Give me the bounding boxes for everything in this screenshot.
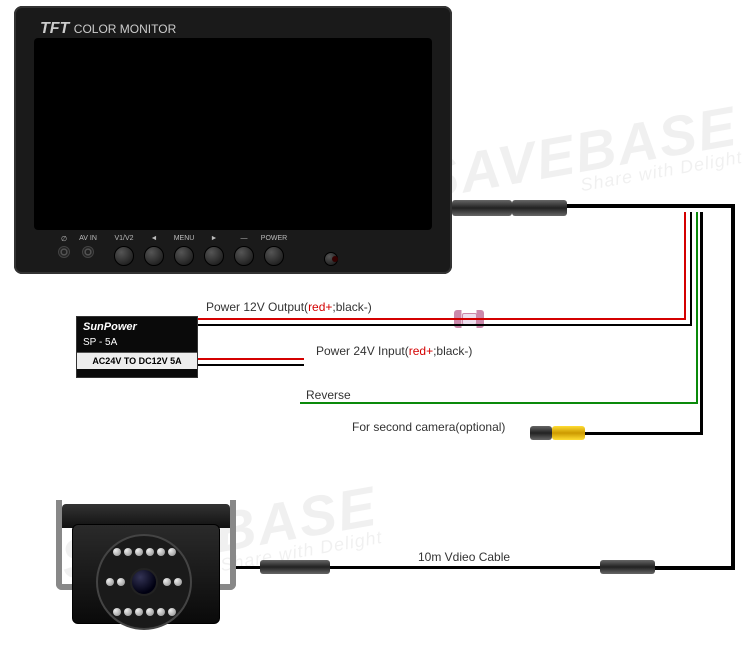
button-label: V1/V2 — [114, 235, 133, 242]
wire-segment — [690, 212, 692, 326]
converter-brand: SunPower — [77, 317, 197, 337]
ir-led — [163, 578, 171, 586]
ir-led — [168, 608, 176, 616]
camera-face — [96, 534, 192, 630]
ir-led — [135, 608, 143, 616]
wire-segment — [198, 318, 686, 320]
wire-segment — [731, 204, 735, 570]
ir-led — [157, 608, 165, 616]
button-label: ◄ — [151, 235, 158, 242]
rear-camera — [62, 480, 230, 630]
camera-lens — [130, 568, 158, 596]
wire-segment — [585, 432, 703, 435]
ir-led — [117, 578, 125, 586]
monitor-button: — — [234, 246, 254, 266]
av-jack: AV IN — [82, 246, 94, 258]
monitor-button: POWER — [264, 246, 284, 266]
monitor-screen — [34, 38, 432, 230]
monitor-button-row: V1/V2 ◄ MENU ► — POWER — [114, 246, 338, 266]
ir-led — [168, 548, 176, 556]
ir-led — [157, 548, 165, 556]
wire-segment — [696, 212, 698, 404]
label-video-cable: 10m Vdieo Cable — [418, 550, 510, 564]
button-label: — — [241, 235, 248, 242]
ir-led — [106, 578, 114, 586]
wire-segment — [684, 212, 686, 320]
ir-led — [113, 548, 121, 556]
jack-label: ∅ — [61, 235, 67, 243]
button-label: MENU — [174, 235, 195, 242]
ir-led — [146, 548, 154, 556]
wire-segment — [198, 364, 304, 366]
inline-cable-connector — [600, 560, 655, 574]
ir-led — [174, 578, 182, 586]
monitor-button: ► — [204, 246, 224, 266]
watermark-brand: SAVEBASE — [416, 94, 742, 212]
wire-segment — [198, 324, 692, 326]
wire-segment — [198, 358, 304, 360]
wire-segment — [567, 204, 735, 208]
monitor-button: MENU — [174, 246, 194, 266]
monitor-button: ◄ — [144, 246, 164, 266]
jack-label: AV IN — [79, 235, 97, 242]
monitor-output-connector — [452, 200, 512, 216]
ir-led — [146, 608, 154, 616]
converter-spec: AC24V TO DC12V 5A — [77, 352, 197, 369]
ir-led — [124, 548, 132, 556]
label-reverse: Reverse — [306, 388, 351, 402]
converter-model: SP - 5A — [77, 337, 197, 352]
monitor-body: TFT COLOR MONITOR ∅ AV IN V1/V2 ◄ MENU ► — POW… — [14, 6, 452, 274]
wire-segment — [330, 566, 600, 569]
label-second-camera: For second camera(optional) — [352, 420, 505, 434]
cable-connector — [512, 200, 567, 216]
ir-led — [124, 608, 132, 616]
wire-segment — [300, 402, 698, 404]
ir-led — [113, 608, 121, 616]
monitor-title: TFT COLOR MONITOR — [40, 20, 176, 38]
button-label: ► — [211, 235, 218, 242]
label-power-24v: Power 24V Input(red+;black-) — [316, 344, 472, 358]
label-power-12v: Power 12V Output(red+;black-) — [206, 300, 372, 314]
button-label: POWER — [261, 235, 287, 242]
power-converter: SunPower SP - 5A AC24V TO DC12V 5A — [76, 316, 198, 378]
wire-segment — [655, 566, 735, 570]
second-camera-connector — [530, 426, 585, 440]
camera-cable-connector — [260, 560, 330, 574]
ir-led — [135, 548, 143, 556]
av-jack: ∅ — [58, 246, 70, 258]
monitor-title-main: TFT — [40, 20, 69, 37]
monitor-title-sub: COLOR MONITOR — [74, 22, 176, 36]
wire-segment — [700, 212, 703, 435]
power-led — [332, 256, 338, 262]
monitor-button: V1/V2 — [114, 246, 134, 266]
